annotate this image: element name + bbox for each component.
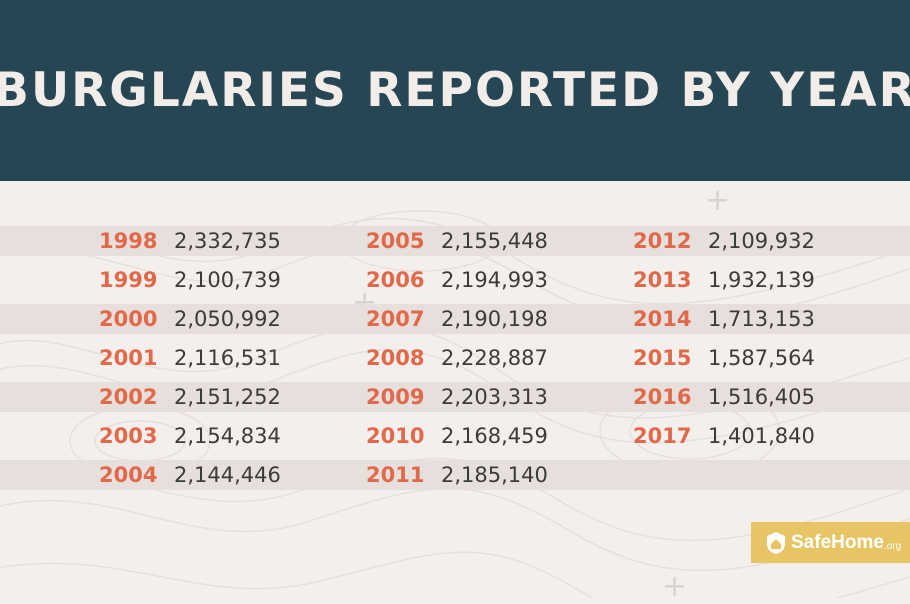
plus-decor-icon: + [662, 569, 688, 604]
burglary-count: 2,109,932 [708, 229, 815, 253]
safehome-logo: SafeHome .org [751, 522, 910, 563]
burglary-count: 2,228,887 [441, 346, 548, 370]
burglary-count: 2,151,252 [174, 385, 281, 409]
year-label: 2017 [633, 424, 692, 448]
burglary-count: 1,713,153 [708, 307, 815, 331]
year-label: 2012 [633, 229, 692, 253]
burglary-count: 2,116,531 [174, 346, 281, 370]
year-label: 2009 [366, 385, 425, 409]
plus-decor-icon: + [705, 183, 731, 218]
burglary-count: 2,050,992 [174, 307, 281, 331]
burglary-count: 1,516,405 [708, 385, 815, 409]
row-band [0, 226, 910, 256]
year-label: 2000 [99, 307, 158, 331]
burglary-count: 1,932,139 [708, 268, 815, 292]
burglary-count: 1,587,564 [708, 346, 815, 370]
year-label: 2006 [366, 268, 425, 292]
burglary-count: 2,100,739 [174, 268, 281, 292]
logo-tld: .org [883, 540, 902, 552]
year-label: 2004 [99, 463, 158, 487]
row-band [0, 460, 910, 490]
burglary-count: 2,190,198 [441, 307, 548, 331]
burglary-count: 2,154,834 [174, 424, 281, 448]
year-label: 2016 [633, 385, 692, 409]
year-label: 2005 [366, 229, 425, 253]
burglary-count: 2,168,459 [441, 424, 548, 448]
row-band [0, 304, 910, 334]
logo-name: SafeHome [791, 531, 884, 553]
year-label: 2001 [99, 346, 158, 370]
year-label: 2014 [633, 307, 692, 331]
year-label: 2007 [366, 307, 425, 331]
burglary-count: 2,144,446 [174, 463, 281, 487]
burglary-count: 2,194,993 [441, 268, 548, 292]
header-banner: BURGLARIES REPORTED BY YEAR [0, 0, 910, 181]
burglary-table: 1998 2,332,735 1999 2,100,739 2000 2,050,992 2… [0, 224, 910, 504]
page-title: BURGLARIES REPORTED BY YEAR [0, 63, 910, 118]
burglary-count: 2,203,313 [441, 385, 548, 409]
house-shield-icon [767, 531, 785, 554]
year-label: 2011 [366, 463, 425, 487]
year-label: 2008 [366, 346, 425, 370]
burglary-count: 2,185,140 [441, 463, 548, 487]
row-band [0, 382, 910, 412]
year-label: 1998 [99, 229, 158, 253]
year-label: 2010 [366, 424, 425, 448]
burglary-count: 2,155,448 [441, 229, 548, 253]
year-label: 2002 [99, 385, 158, 409]
year-label: 1999 [99, 268, 158, 292]
year-label: 2015 [633, 346, 692, 370]
burglary-count: 2,332,735 [174, 229, 281, 253]
year-label: 2013 [633, 268, 692, 292]
year-label: 2003 [99, 424, 158, 448]
burglary-count: 1,401,840 [708, 424, 815, 448]
